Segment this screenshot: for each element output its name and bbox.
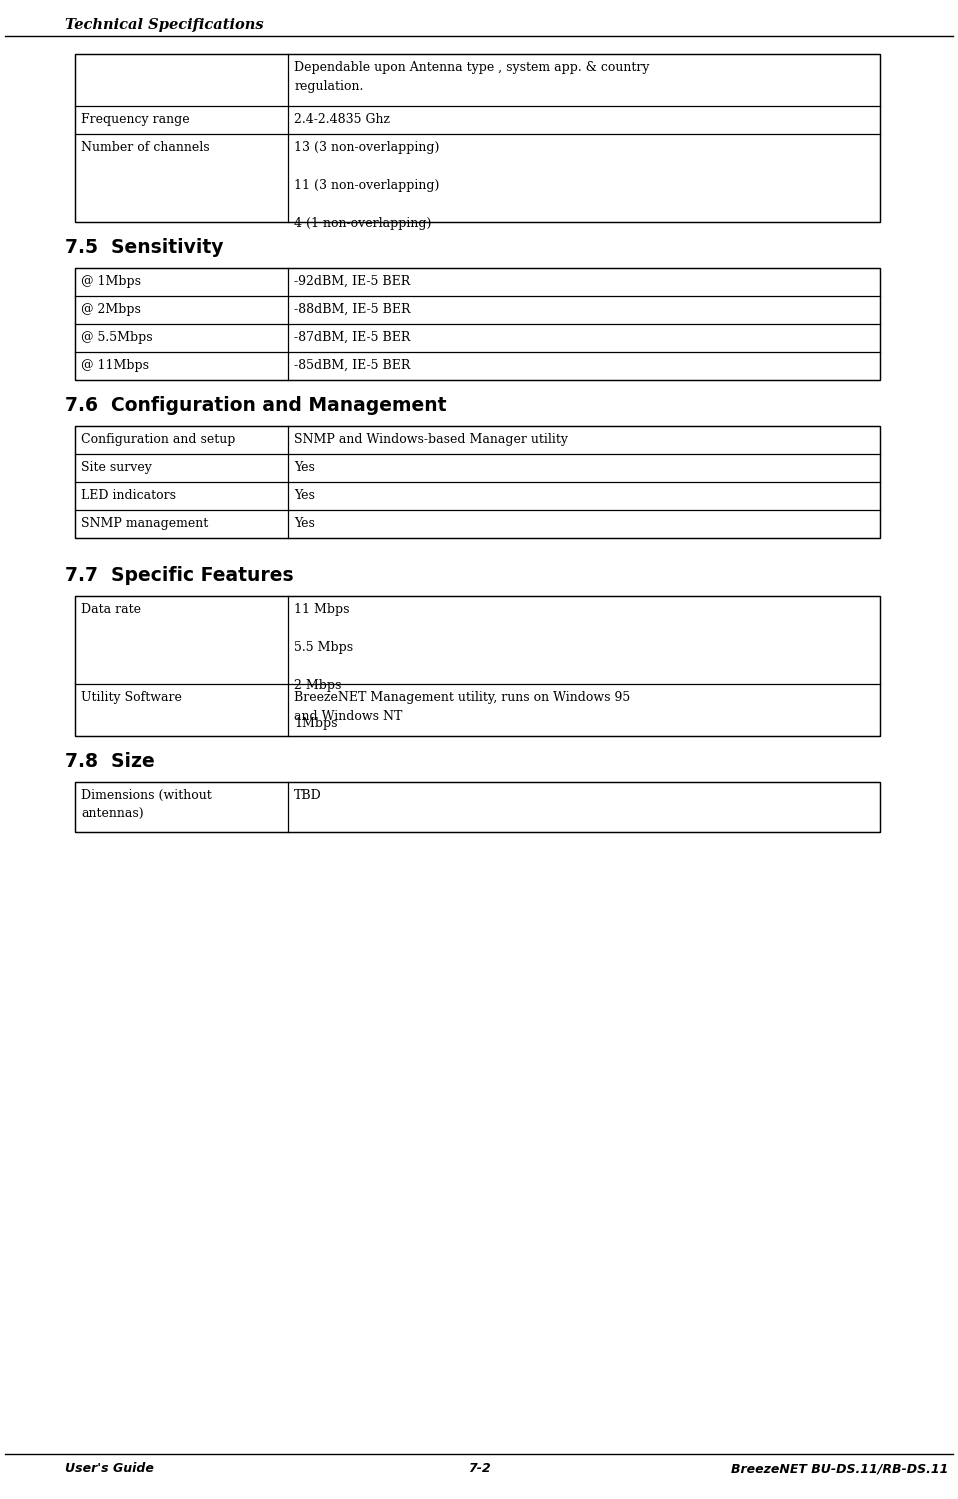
Bar [75, 426, 880, 538]
Bar [75, 426, 880, 538]
Text: Configuration and setup: Configuration and setup [81, 433, 236, 447]
Text: Dependable upon Antenna type , system app. & country
regulation.: Dependable upon Antenna type , system ap… [294, 61, 650, 93]
Text: Technical Specifications: Technical Specifications [65, 18, 263, 31]
Text: 7.7  Specific Features: 7.7 Specific Features [65, 567, 293, 585]
Text: LED indicators: LED indicators [81, 489, 176, 502]
Text: Number of channels: Number of channels [81, 141, 210, 154]
Text: 7.5  Sensitivity: 7.5 Sensitivity [65, 238, 223, 256]
Text: @ 1Mbps: @ 1Mbps [81, 274, 141, 288]
Bar [75, 782, 880, 832]
Text: Site survey: Site survey [81, 462, 152, 474]
Text: SNMP and Windows-based Manager utility: SNMP and Windows-based Manager utility [294, 433, 568, 447]
Bar [75, 782, 880, 832]
Text: -85dBM, IE-5 BER: -85dBM, IE-5 BER [294, 358, 411, 372]
Text: -88dBM, IE-5 BER: -88dBM, IE-5 BER [294, 303, 411, 316]
Text: 2.4-2.4835 Ghz: 2.4-2.4835 Ghz [294, 112, 390, 126]
Text: Yes: Yes [294, 489, 315, 502]
Text: Data rate: Data rate [81, 603, 141, 616]
Text: -92dBM, IE-5 BER: -92dBM, IE-5 BER [294, 274, 411, 288]
Text: 7-2: 7-2 [468, 1462, 490, 1475]
Text: Yes: Yes [294, 517, 315, 531]
Text: Utility Software: Utility Software [81, 691, 182, 705]
Text: BreezeNET BU-DS.11/RB-DS.11: BreezeNET BU-DS.11/RB-DS.11 [731, 1462, 948, 1475]
Text: 7.6  Configuration and Management: 7.6 Configuration and Management [65, 396, 446, 415]
Bar [75, 597, 880, 736]
Text: 7.8  Size: 7.8 Size [65, 752, 155, 770]
Text: Dimensions (without
antennas): Dimensions (without antennas) [81, 788, 212, 821]
Text: @ 11Mbps: @ 11Mbps [81, 358, 149, 372]
Text: 13 (3 non-overlapping)

11 (3 non-overlapping)

4 (1 non-overlapping): 13 (3 non-overlapping) 11 (3 non-overlap… [294, 141, 440, 229]
Text: TBD: TBD [294, 788, 322, 802]
Text: @ 2Mbps: @ 2Mbps [81, 303, 141, 316]
Text: 11 Mbps

5.5 Mbps

2 Mbps

1Mbps: 11 Mbps 5.5 Mbps 2 Mbps 1Mbps [294, 603, 354, 730]
Text: User's Guide: User's Guide [65, 1462, 154, 1475]
Text: Yes: Yes [294, 462, 315, 474]
Text: SNMP management: SNMP management [81, 517, 208, 531]
Text: Frequency range: Frequency range [81, 112, 190, 126]
Text: @ 5.5Mbps: @ 5.5Mbps [81, 331, 152, 343]
Bar [75, 54, 880, 222]
Text: BreezeNET Management utility, runs on Windows 95
and Windows NT: BreezeNET Management utility, runs on Wi… [294, 691, 630, 723]
Bar [75, 268, 880, 381]
Bar [75, 268, 880, 381]
Bar [75, 597, 880, 736]
Text: -87dBM, IE-5 BER: -87dBM, IE-5 BER [294, 331, 411, 343]
Bar [75, 54, 880, 222]
